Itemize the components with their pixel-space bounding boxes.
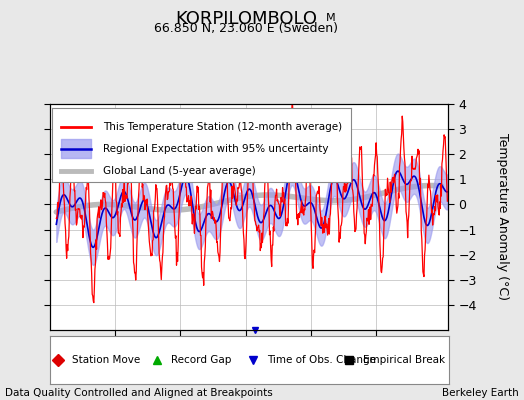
Text: M: M	[326, 13, 335, 23]
Text: Regional Expectation with 95% uncertainty: Regional Expectation with 95% uncertaint…	[103, 144, 329, 154]
Text: Global Land (5-year average): Global Land (5-year average)	[103, 166, 256, 176]
Text: 66.850 N, 23.060 E (Sweden): 66.850 N, 23.060 E (Sweden)	[154, 22, 339, 35]
Text: Time of Obs. Change: Time of Obs. Change	[267, 355, 376, 365]
Text: Berkeley Earth: Berkeley Earth	[442, 388, 519, 398]
Text: This Temperature Station (12-month average): This Temperature Station (12-month avera…	[103, 122, 342, 132]
Y-axis label: Temperature Anomaly (°C): Temperature Anomaly (°C)	[496, 134, 509, 300]
Text: KORPILOMBOLO: KORPILOMBOLO	[176, 10, 317, 28]
Text: Record Gap: Record Gap	[171, 355, 232, 365]
Text: Station Move: Station Move	[72, 355, 140, 365]
Text: Empirical Break: Empirical Break	[363, 355, 445, 365]
Text: Data Quality Controlled and Aligned at Breakpoints: Data Quality Controlled and Aligned at B…	[5, 388, 273, 398]
